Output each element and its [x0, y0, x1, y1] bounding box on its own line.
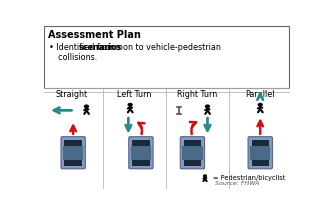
Text: common to vehicle-pedestrian: common to vehicle-pedestrian [95, 43, 221, 52]
Bar [131, 146, 151, 160]
Bar [43, 26, 289, 88]
Bar [251, 160, 269, 166]
Bar [184, 140, 201, 146]
Text: Left Turn: Left Turn [118, 90, 152, 99]
Bar [251, 140, 269, 146]
FancyBboxPatch shape [180, 137, 204, 169]
Bar [250, 146, 271, 160]
Circle shape [128, 103, 132, 106]
Text: Assessment Plan: Assessment Plan [48, 29, 141, 39]
Bar [64, 140, 82, 146]
Text: scenarios: scenarios [78, 43, 122, 52]
Bar [132, 140, 150, 146]
Circle shape [258, 103, 262, 106]
Text: collisions.: collisions. [53, 53, 97, 62]
Text: • Identified four: • Identified four [49, 43, 116, 52]
Text: Parallel: Parallel [246, 90, 275, 99]
Bar [184, 160, 201, 166]
FancyBboxPatch shape [129, 137, 153, 169]
Circle shape [205, 105, 209, 108]
Bar [63, 146, 83, 160]
FancyBboxPatch shape [248, 137, 272, 169]
Circle shape [204, 175, 206, 177]
Text: Right Turn: Right Turn [177, 90, 217, 99]
Bar [182, 146, 202, 160]
FancyBboxPatch shape [61, 137, 85, 169]
Text: Source: FHWA: Source: FHWA [215, 181, 260, 186]
Bar [64, 160, 82, 166]
Text: = Pedestrian/bicyclist: = Pedestrian/bicyclist [213, 174, 285, 181]
Circle shape [85, 105, 88, 108]
Bar [132, 160, 150, 166]
Text: Straight: Straight [56, 90, 88, 99]
